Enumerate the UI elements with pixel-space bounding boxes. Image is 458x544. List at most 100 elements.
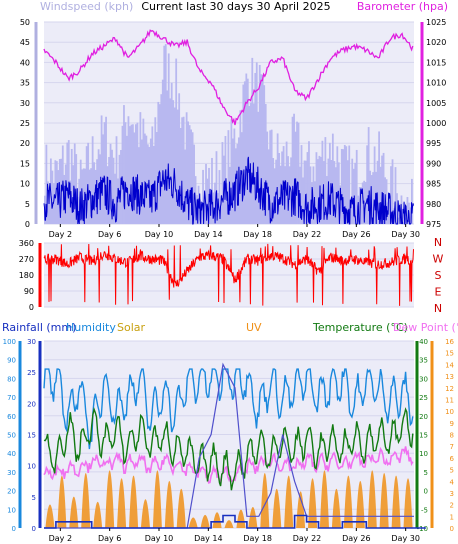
gust-bar [360,187,363,224]
windspeed-axis-title: Windspeed (kph) [40,0,133,13]
dewpoint-legend: Dew Point (°C) [393,321,458,334]
x-tick-label: Day 22 [293,230,322,239]
rain-tick-label: 15 [27,432,36,440]
gust-bar [214,182,216,224]
rain-tick-label: 10 [27,463,36,471]
gust-bar [345,146,348,224]
gust-bar [239,110,242,224]
gust-bar [220,195,222,224]
gust-bar [170,82,173,224]
barometer-axis-title: Barometer (hpa) [357,0,448,13]
solar-pulse [176,488,186,528]
gust-bar [105,116,107,224]
barometer-tick-label: 1010 [426,79,446,88]
gust-bar [124,122,127,224]
gust-bar [333,161,336,224]
x-tick-label: Day 6 [98,230,121,239]
gust-bar [82,168,85,224]
chart-title: Current last 30 days 30 April 2025 [141,0,330,13]
solar-pulse [93,501,103,528]
temperature-tick-label: 0 [424,488,428,496]
temperature-tick-label: 10 [419,450,428,458]
solar-pulse [379,473,389,528]
gust-bar [321,140,324,224]
gust-bar [163,45,166,224]
uv-tick-label: 12 [445,385,454,393]
gust-bar [317,159,319,224]
gust-bar [261,74,264,224]
gust-bar [48,186,51,224]
gust-bar [391,159,394,224]
rain-tick-label: 0 [32,525,36,533]
solar-pulse [236,509,246,528]
rain-tick-label: 30 [27,338,36,346]
uv-tick-label: 5 [450,467,454,475]
solar-pulse [69,496,79,528]
humidity-tick-label: 40 [7,450,16,458]
gust-bar [231,138,234,224]
temperature-tick-label: -5 [421,506,428,514]
windspeed-tick-label: 45 [20,38,30,47]
gust-bar [263,85,266,224]
x-tick-label: Day 26 [342,534,371,543]
wind-barometer-panel: 0510152025303540455097598098599099510001… [20,18,447,239]
solar-pulse [57,475,67,528]
solar-pulse [260,473,270,528]
humidity-tick-label: 100 [3,338,16,346]
gust-bar [293,113,295,224]
windspeed-tick-label: 20 [20,139,30,148]
windspeed-tick-label: 15 [20,159,30,168]
temperature-tick-label: 25 [419,394,428,402]
rainfall-legend: Rainfall (mm) [2,321,76,334]
gust-bar [285,141,288,224]
solar-pulse [212,512,222,528]
barometer-tick-label: 985 [426,180,441,189]
gust-bar [273,168,276,224]
gust-bar [111,149,113,224]
gust-bar [73,143,76,224]
gust-bar [221,142,224,224]
temperature-tick-label: 15 [419,432,428,440]
solar-pulse [296,491,306,528]
x-tick-label: Day 30 [391,534,420,543]
uv-tick-label: 13 [445,373,454,381]
gust-bar [272,158,275,224]
gust-bar [227,130,230,224]
barometer-tick-label: 1015 [426,58,446,67]
x-tick-label: Day 22 [293,534,322,543]
barometer-line [43,29,414,126]
barometer-tick-label: 995 [426,139,441,148]
x-tick-label: Day 18 [243,230,272,239]
gust-bar [115,136,118,224]
gust-bar [233,128,236,224]
gust-bar [193,144,195,224]
temperature-tick-label: 35 [419,357,428,365]
gust-bar [149,138,152,224]
solar-pulse [105,470,115,528]
gust-bar [366,145,369,224]
gust-bar [54,160,57,224]
solar-pulse [308,478,318,528]
windspeed-tick-label: 40 [20,58,30,67]
gust-bar [266,131,269,224]
windspeed-tick-label: 25 [20,119,30,128]
direction-tick-label: 180 [19,271,34,280]
humidity-legend: Humidity [66,321,116,334]
gust-bar [169,98,172,224]
solar-pulse [403,478,413,528]
solar-pulse [81,473,91,528]
gust-bar [328,142,331,224]
windspeed-tick-label: 35 [20,79,30,88]
barometer-tick-label: 975 [426,220,441,229]
gust-bar [245,73,248,224]
gust-bar [315,152,318,224]
gust-bar [242,84,245,225]
gust-bar [146,144,149,224]
solar-pulse [319,470,329,528]
gust-bar [145,135,148,224]
uv-tick-label: 1 [450,513,454,521]
gust-bar [351,158,354,224]
humidity-tick-label: 50 [7,432,16,440]
gust-bar [143,133,146,224]
gust-bar [349,199,352,224]
